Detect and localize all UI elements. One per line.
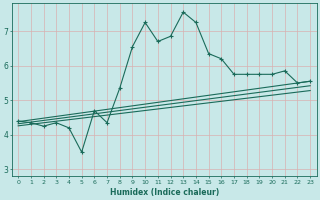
X-axis label: Humidex (Indice chaleur): Humidex (Indice chaleur) [109, 188, 219, 197]
